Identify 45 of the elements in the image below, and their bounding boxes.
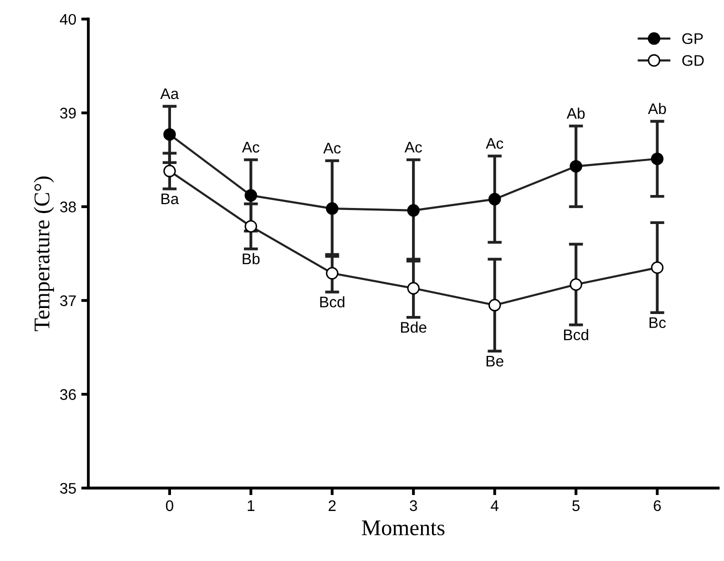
point [163,164,176,178]
point [651,261,664,274]
annotation: Bb [242,253,260,264]
annotation: Ac [486,138,504,149]
x-tick-label: 6 [654,500,661,512]
y-tick-label: 37 [60,295,76,306]
y-tick-label: 40 [60,14,76,25]
annotation: Ab [566,108,585,119]
x-axis-title: Moments [362,520,444,536]
point [651,152,664,166]
point [570,278,582,291]
point [407,282,420,295]
y-tick-label: 38 [60,202,76,212]
annotation: Bc [650,317,666,328]
y-tick-label: 39 [60,108,76,119]
point [407,204,420,217]
annotation: Ac [242,142,260,153]
annotation: Aa [160,88,179,100]
annotation: Ba [162,194,179,204]
x-tick-label: 4 [490,500,499,511]
annotation: Bcd [320,296,344,308]
x-tick-label: 3 [410,500,418,512]
y-tick-label: 36 [60,389,76,400]
x-tick-label: 1 [248,500,254,511]
y-axis-title: Temperature (C°) [34,176,54,332]
x-tick-label: 0 [166,500,174,512]
y-tick-label: 35 [60,482,76,494]
annotation: Ab [648,102,666,114]
annotation: Be [486,356,504,367]
point [326,267,338,280]
x-tick-label: 2 [328,500,336,511]
x-tick-label: 5 [572,500,580,512]
point [244,189,258,202]
point [570,160,582,173]
annotation: Bde [401,322,426,333]
annotation: Bcd [564,329,588,340]
legend-label: GD [682,55,704,66]
point [488,192,501,206]
legend-label: GP [682,33,703,44]
point [163,128,176,141]
point [244,220,258,233]
annotation: Ac [323,142,341,154]
point [326,202,338,215]
point [488,298,501,312]
annotation: Ac [404,142,422,153]
